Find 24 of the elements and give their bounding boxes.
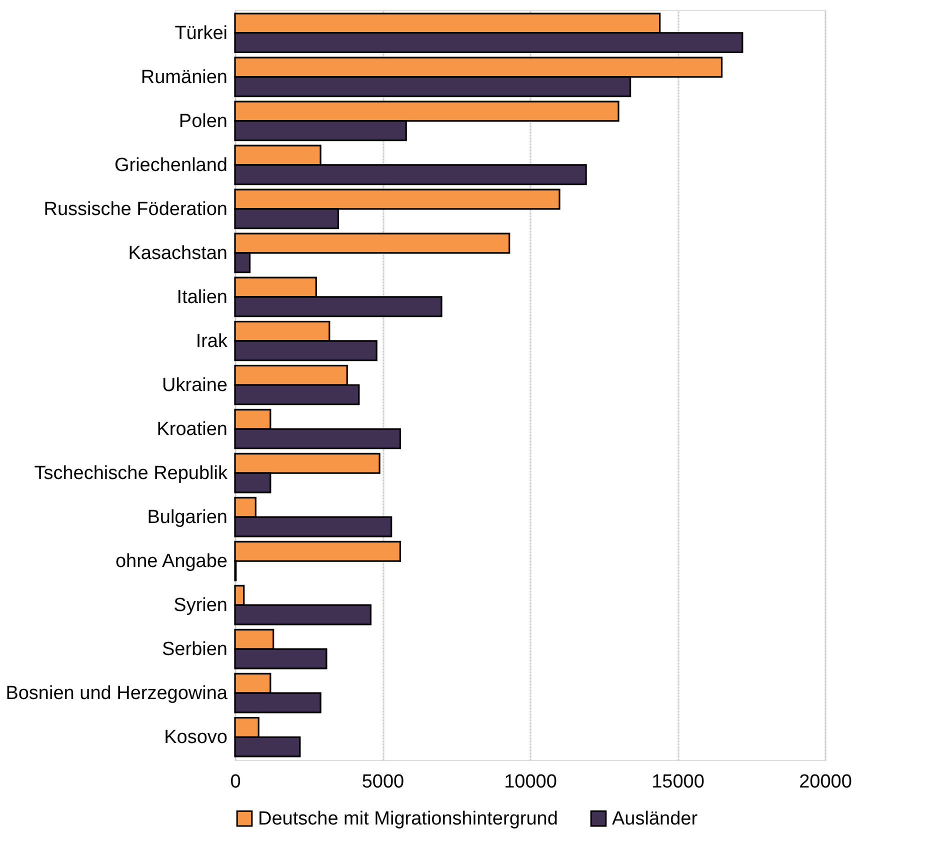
x-tick-label: 20000 — [799, 772, 852, 792]
y-tick-label: Rumänien — [140, 66, 228, 88]
y-tick-label: Tschechische Republik — [34, 463, 228, 484]
y-tick-label: Irak — [196, 330, 228, 352]
y-tick-label: Italien — [176, 286, 228, 308]
x-tick-label: 5000 — [362, 772, 404, 792]
y-tick-label: Serbien — [162, 639, 228, 660]
y-tick-label: Polen — [178, 110, 228, 132]
x-tick-label: 15000 — [652, 772, 704, 792]
y-tick-label: Türkei — [174, 22, 228, 44]
legend-label: Ausländer — [612, 808, 698, 830]
y-tick-label: Bosnien und Herzegowina — [6, 683, 228, 704]
y-tick-label: ohne Angabe — [115, 551, 228, 572]
x-tick-label: 0 — [230, 772, 241, 792]
y-tick-label: Syrien — [174, 595, 228, 616]
x-tick-label: 10000 — [504, 772, 557, 792]
y-tick-label: Ukraine — [162, 375, 228, 396]
y-tick-label: Kasachstan — [128, 242, 228, 264]
y-tick-label: Russische Föderation — [44, 198, 228, 220]
y-tick-label: Kroatien — [156, 419, 228, 440]
y-tick-label: Bulgarien — [147, 507, 228, 528]
y-tick-label: Griechenland — [114, 154, 228, 176]
legend-label: Deutsche mit Migrationshintergrund — [258, 808, 558, 830]
y-tick-label: Kosovo — [164, 727, 228, 748]
